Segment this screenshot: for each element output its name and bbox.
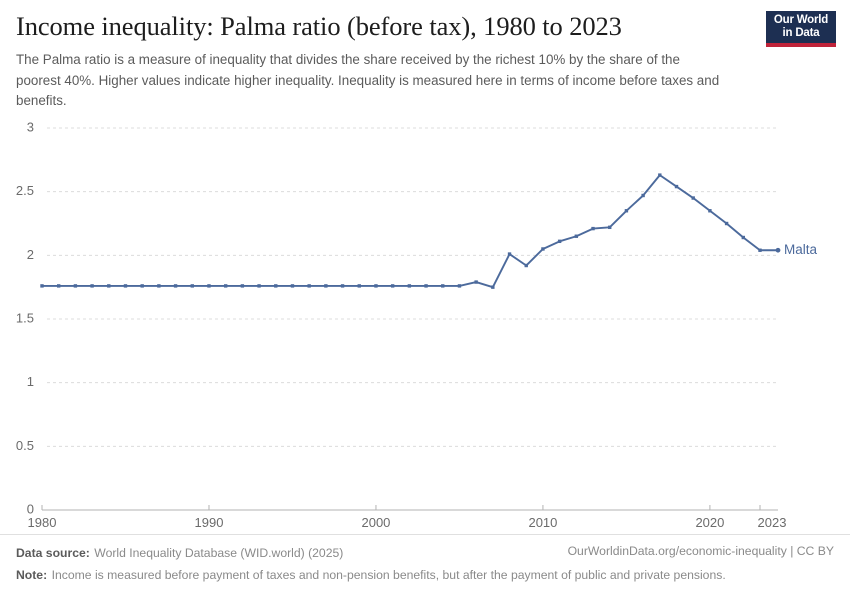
data-point[interactable] <box>374 284 378 288</box>
y-tick-label: 0 <box>27 501 34 516</box>
chart-subtitle: The Palma ratio is a measure of inequali… <box>16 52 720 108</box>
data-point[interactable] <box>157 284 161 288</box>
data-point[interactable] <box>474 280 478 284</box>
x-tick-label: 2023 <box>758 515 787 530</box>
data-point[interactable] <box>240 284 245 288</box>
data-point[interactable] <box>424 284 428 288</box>
note-text: Income is measured before payment of tax… <box>51 568 726 582</box>
chart-canvas[interactable]: 0 0.5 1 1.5 2 2.5 3 1980 1990 2000 2010 2020 2023 M… <box>0 112 850 532</box>
data-point[interactable] <box>591 226 595 231</box>
data-point[interactable] <box>40 284 44 288</box>
data-series[interactable] <box>40 173 762 289</box>
series-line-malta[interactable] <box>41 174 761 289</box>
data-point[interactable] <box>207 284 211 288</box>
y-tick-label: 0.5 <box>16 438 34 453</box>
data-source-label: Data source: <box>16 546 90 560</box>
data-point[interactable] <box>741 235 746 240</box>
data-point[interactable] <box>724 221 729 226</box>
data-point[interactable] <box>507 252 512 256</box>
grid-lines <box>47 127 778 447</box>
data-point[interactable] <box>691 196 695 200</box>
series-label-malta[interactable]: Malta <box>784 242 818 257</box>
data-point[interactable] <box>123 284 128 288</box>
data-point[interactable] <box>624 209 629 213</box>
logo-line-1: Our World <box>773 14 829 26</box>
data-point[interactable] <box>557 239 562 244</box>
footer-note-row: Note: Income is measured before payment … <box>0 566 850 584</box>
page-title: Income inequality: Palma ratio (before t… <box>16 11 622 41</box>
note-label: Note: <box>16 568 48 582</box>
line-chart[interactable]: 0 0.5 1 1.5 2 2.5 3 1980 1990 2000 2010 2020 2023 M… <box>0 112 850 532</box>
y-tick-label: 2.5 <box>16 183 34 198</box>
data-point[interactable] <box>574 234 579 238</box>
data-point[interactable] <box>708 209 712 213</box>
data-point[interactable] <box>73 284 78 288</box>
data-point[interactable] <box>107 284 111 288</box>
data-point[interactable] <box>340 284 345 288</box>
data-point[interactable] <box>140 284 144 288</box>
data-point[interactable] <box>357 284 361 288</box>
y-tick-label: 2 <box>27 247 34 262</box>
x-tick-label: 2020 <box>695 515 724 530</box>
data-source-text: World Inequality Database (WID.world) (2… <box>94 546 344 560</box>
y-tick-label: 1 <box>27 374 34 389</box>
data-point[interactable] <box>641 193 645 198</box>
x-axis-tick-labels: 1980 1990 2000 2010 2020 2023 <box>28 515 787 530</box>
chart-footer: Data source: World Inequality Database (… <box>0 534 850 584</box>
x-tick-label: 2010 <box>528 515 557 530</box>
data-point[interactable] <box>524 263 528 268</box>
data-point[interactable] <box>390 284 395 288</box>
series-label-dot <box>775 247 781 253</box>
data-point[interactable] <box>541 247 545 251</box>
data-point[interactable] <box>257 284 261 288</box>
data-point[interactable] <box>173 284 178 288</box>
data-point[interactable] <box>407 284 412 288</box>
series-end-labels[interactable]: Malta <box>760 242 818 257</box>
data-point[interactable] <box>190 284 194 288</box>
footer-source-row: Data source: World Inequality Database (… <box>0 544 850 562</box>
our-world-in-data-logo[interactable]: Our World in Data <box>766 11 836 47</box>
y-axis-tick-labels: 0 0.5 1 1.5 2 2.5 3 <box>16 119 34 516</box>
data-point[interactable] <box>324 284 328 288</box>
data-point[interactable] <box>290 284 295 288</box>
attribution-link[interactable]: OurWorldinData.org/economic-inequality |… <box>567 544 834 558</box>
y-tick-label: 1.5 <box>16 310 34 325</box>
data-point[interactable] <box>307 284 311 288</box>
data-point[interactable] <box>441 284 445 288</box>
data-point[interactable] <box>608 225 612 230</box>
x-tick-label: 2000 <box>361 515 390 530</box>
data-point[interactable] <box>491 285 495 289</box>
x-tick-label: 1990 <box>195 515 224 530</box>
logo-line-2: in Data <box>782 27 820 39</box>
data-point[interactable] <box>274 284 278 288</box>
x-axis <box>41 505 778 511</box>
data-point[interactable] <box>674 184 679 189</box>
data-point[interactable] <box>658 173 662 177</box>
y-tick-label: 3 <box>27 119 34 134</box>
data-point[interactable] <box>90 284 94 288</box>
x-tick-label: 1980 <box>28 515 57 530</box>
data-point[interactable] <box>223 284 228 288</box>
data-point[interactable] <box>56 284 61 288</box>
data-point[interactable] <box>457 284 462 288</box>
